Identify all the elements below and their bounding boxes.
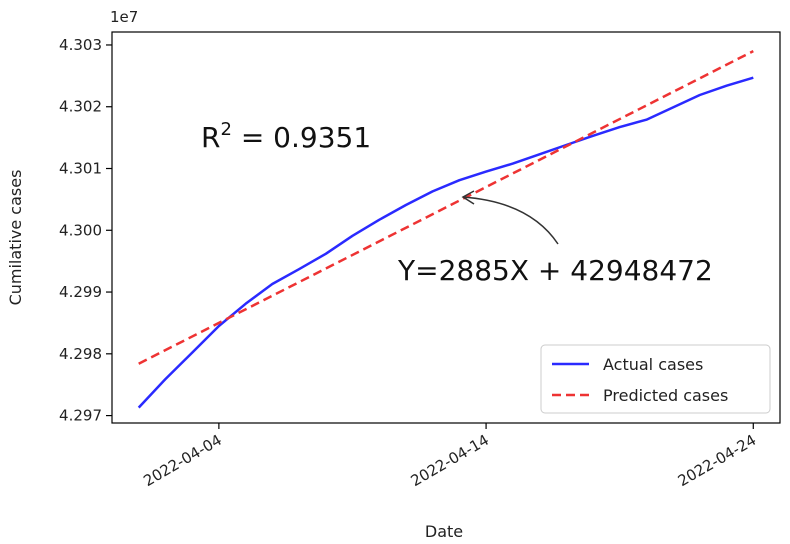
- y-tick-label: 4.301: [59, 160, 102, 178]
- axes-frame: [111, 31, 781, 424]
- series-line-actual: [137, 76, 754, 409]
- y-tick-label: 4.300: [59, 221, 102, 239]
- y-offset-label: 1e7: [110, 8, 138, 26]
- y-axis: 4.297 4.298 4.299 4.300 4.301 4.302 4.303: [59, 36, 112, 425]
- y-tick-label: 4.298: [59, 345, 102, 363]
- series-line-predicted: [138, 49, 754, 365]
- r-squared-annotation: R2 = 0.9351: [201, 119, 371, 154]
- annotation-arrowhead: [461, 190, 475, 205]
- legend-label-predicted: Predicted cases: [603, 386, 728, 405]
- y-tick-label: 4.297: [59, 407, 102, 425]
- annotation-arrow: [462, 196, 559, 245]
- legend: Actual cases Predicted cases: [540, 344, 771, 414]
- x-tick-label: 2022-04-24: [675, 431, 760, 490]
- r2-superscript: 2: [220, 119, 231, 140]
- y-tick-label: 4.303: [59, 36, 102, 54]
- y-axis-title: Cumilative cases: [6, 170, 25, 306]
- r2-label: R: [201, 121, 220, 154]
- regression-equation-annotation: Y=2885X + 42948472: [397, 254, 713, 287]
- r2-value: = 0.9351: [232, 121, 371, 154]
- legend-label-actual: Actual cases: [603, 355, 703, 374]
- x-tick-label: 2022-04-04: [140, 431, 225, 490]
- y-tick-label: 4.299: [59, 283, 102, 301]
- legend-box: [540, 344, 771, 414]
- plot-layer: [137, 49, 754, 409]
- x-tick-label: 2022-04-14: [408, 431, 493, 490]
- y-tick-label: 4.302: [59, 98, 102, 116]
- x-axis-title: Date: [425, 522, 463, 541]
- x-axis: 2022-04-04 2022-04-14 2022-04-24: [140, 423, 759, 490]
